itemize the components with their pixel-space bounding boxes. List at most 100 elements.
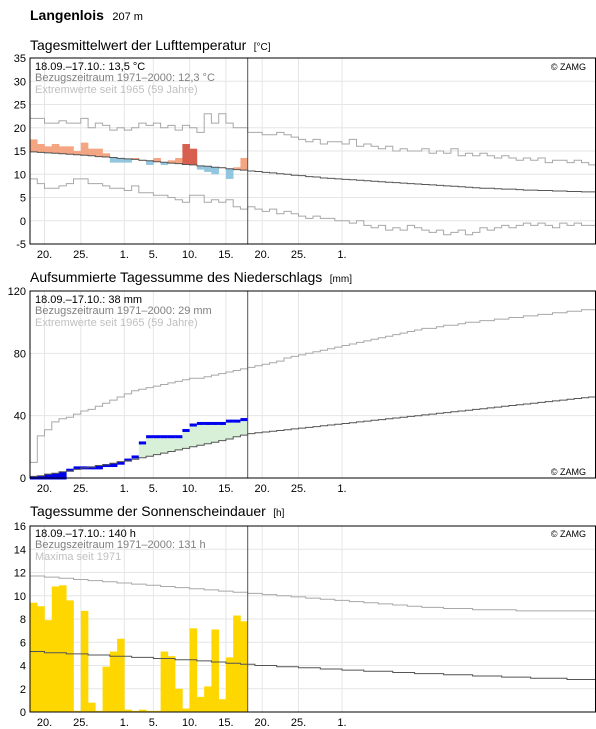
- precipitation-observed-step: [73, 466, 82, 470]
- precipitation-surplus-bar: [189, 425, 198, 447]
- sunshine-ytick-label: 2: [20, 684, 26, 696]
- precipitation-observed-step: [146, 435, 154, 439]
- sunshine-bar: [51, 586, 60, 712]
- sunshine-bar: [66, 600, 74, 712]
- precipitation-observed-step: [189, 423, 198, 427]
- temperature-anomaly-bar: [189, 148, 198, 165]
- sunshine-xtick-label: 5.: [149, 717, 158, 729]
- temperature-anomaly-bar: [95, 148, 103, 157]
- precipitation-observed-step: [196, 421, 205, 425]
- temperature-ytick-label: 35: [14, 53, 26, 65]
- precipitation-title: Aufsummierte Tagessumme des Niederschlag…: [30, 269, 352, 286]
- temperature-anomaly-bar: [66, 146, 74, 155]
- precipitation-info-period: 18.09.–17.10.: 38 mm: [35, 294, 142, 306]
- sunshine-info-period: 18.09.–17.10.: 140 h: [35, 528, 136, 540]
- sunshine-ytick-label: 6: [20, 637, 26, 649]
- sunshine-title-text: Tagessumme der Sonnenscheindauer: [30, 503, 266, 519]
- sunshine-bar: [175, 688, 183, 712]
- temperature-anomaly-bar: [211, 167, 219, 175]
- sunshine-bar: [204, 686, 212, 712]
- temperature-copyright: © ZAMG: [551, 62, 586, 72]
- precipitation-surplus-bar: [167, 436, 176, 452]
- precipitation-surplus-bar: [146, 436, 154, 457]
- precipitation-observed-step: [131, 455, 140, 459]
- temperature-anomaly-bar: [196, 165, 205, 170]
- precipitation-observed-step: [95, 466, 103, 470]
- sunshine-info-reference: Bezugszeitraum 1971–2000: 131 h: [35, 539, 206, 551]
- station-elevation: 207 m: [112, 11, 143, 23]
- sunshine-bar: [80, 610, 89, 712]
- precipitation-deficit-bar: [51, 473, 60, 478]
- sunshine-ytick-label: 10: [14, 591, 26, 603]
- sunshine-bar: [59, 585, 67, 712]
- sunshine-bar: [73, 710, 82, 712]
- precipitation-surplus-bar: [211, 423, 219, 443]
- sunshine-bar: [95, 710, 103, 712]
- temperature-title-text: Tagesmittelwert der Lufttemperatur: [30, 37, 247, 53]
- temperature-ytick-label: 15: [14, 146, 26, 158]
- precipitation-surplus-bar: [175, 436, 183, 450]
- sunshine-bar: [30, 602, 38, 712]
- precipitation-ytick-label: 80: [14, 348, 26, 360]
- temperature-xtick-label: 25.: [291, 249, 306, 261]
- precipitation-observed-step: [167, 435, 176, 439]
- temperature-anomaly-bar: [204, 166, 212, 172]
- precipitation-observed-step: [66, 468, 74, 472]
- sunshine-info-maxima: Maxima seit 1971: [35, 551, 121, 563]
- sunshine-bar: [167, 656, 176, 712]
- sunshine-unit: [h]: [273, 508, 284, 519]
- sunshine-bar: [44, 620, 53, 712]
- precipitation-surplus-bar: [138, 442, 147, 458]
- temperature-climate-line: [30, 151, 596, 193]
- temperature-anomaly-bar: [124, 158, 132, 163]
- sunshine-bar: [146, 710, 154, 712]
- temperature-anomaly-bar: [153, 157, 161, 162]
- sunshine-xtick-label: 1.: [120, 717, 129, 729]
- sunshine-ytick-label: 4: [20, 661, 26, 673]
- sunshine-bar: [109, 651, 118, 712]
- temperature-anomaly-bar: [175, 157, 183, 164]
- temperature-ytick-label: 30: [14, 76, 26, 88]
- precipitation-climate-line: [30, 396, 596, 477]
- temperature-xtick-label: 1.: [120, 249, 129, 261]
- sunshine-ytick-label: 16: [14, 521, 26, 533]
- precipitation-observed-step: [88, 466, 96, 470]
- temperature-ytick-label: -5: [16, 239, 26, 251]
- sunshine-bar: [240, 621, 248, 712]
- precipitation-observed-step: [211, 421, 219, 425]
- precipitation-xtick-label: 10.: [182, 483, 197, 495]
- temperature-anomaly-bar: [146, 160, 154, 165]
- temperature-panel: -5 0 5 10 15 20 25 30 35 20. 25. 1. 5. 10. 15. 20. 25. 1.: [14, 53, 596, 261]
- station-name: Langenlois: [30, 7, 104, 23]
- precipitation-observed-step: [138, 441, 147, 445]
- temperature-anomaly-bar: [167, 160, 176, 164]
- precipitation-observed-step: [225, 419, 234, 423]
- precipitation-observed-step: [117, 461, 125, 465]
- temperature-extreme-max-line: [30, 113, 596, 166]
- temperature-ytick-label: 5: [20, 193, 26, 205]
- temperature-anomaly-bar: [59, 146, 67, 154]
- precipitation-ytick-label: 120: [8, 286, 26, 298]
- precipitation-observed-step: [182, 428, 190, 432]
- precipitation-ytick-label: 0: [20, 473, 26, 485]
- temperature-anomaly-bar: [51, 144, 60, 154]
- precipitation-observed-step: [218, 421, 227, 425]
- precipitation-surplus-bar: [204, 423, 212, 444]
- sunshine-title: Tagessumme der Sonnenscheindauer [h]: [30, 503, 285, 520]
- precipitation-xtick-label: 5.: [149, 483, 158, 495]
- precipitation-deficit-bar: [59, 471, 67, 478]
- precipitation-observed-step: [160, 435, 169, 439]
- precipitation-xtick-label: 1.: [120, 483, 129, 495]
- temperature-xtick-label: 25.: [73, 249, 88, 261]
- sunshine-ytick-label: 0: [20, 707, 26, 719]
- temperature-ytick-label: 20: [14, 123, 26, 135]
- temperature-anomaly-bar: [233, 167, 241, 170]
- sunshine-xtick-label: 20.: [37, 717, 52, 729]
- temperature-anomaly-bar: [225, 168, 234, 179]
- precipitation-surplus-bar: [153, 436, 161, 455]
- temperature-anomaly-bar: [182, 144, 190, 165]
- precipitation-surplus-bar: [225, 421, 234, 440]
- temperature-anomaly-bar: [37, 144, 45, 153]
- precipitation-extreme-line: [30, 309, 596, 463]
